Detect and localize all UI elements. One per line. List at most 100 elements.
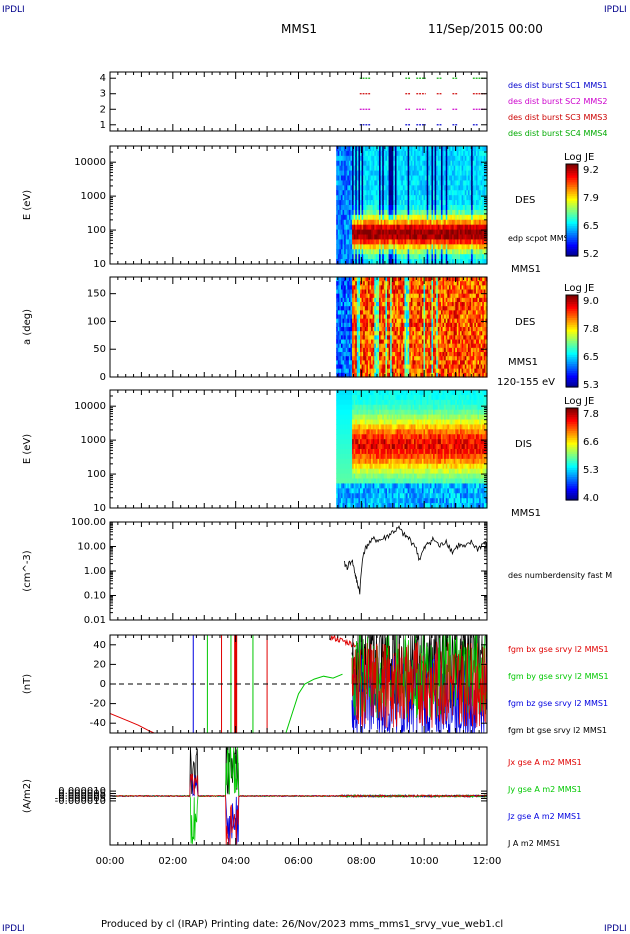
spectrogram-cell bbox=[410, 297, 413, 303]
spectrogram-cell bbox=[410, 185, 413, 191]
spectrogram-cell bbox=[348, 314, 352, 320]
spectrogram-cell bbox=[412, 200, 415, 206]
spectrogram-cell bbox=[463, 364, 466, 370]
spectrogram-cell bbox=[444, 293, 447, 299]
spectrogram-cell bbox=[394, 170, 398, 177]
spectrogram-cell bbox=[336, 302, 339, 307]
spectrogram-cell bbox=[337, 352, 340, 357]
spectrogram-cell bbox=[366, 310, 369, 316]
spectrogram-cell bbox=[417, 195, 420, 201]
spectrogram-cell bbox=[407, 297, 410, 303]
spectrogram-cell bbox=[409, 170, 412, 177]
spectrogram-cell bbox=[433, 302, 436, 307]
spectrogram-cell bbox=[407, 190, 410, 196]
spectrogram-cell bbox=[420, 229, 423, 236]
spectrogram-cell bbox=[429, 239, 433, 245]
spectrogram-cell bbox=[480, 289, 483, 295]
spectrogram-cell bbox=[447, 297, 450, 303]
spectrogram-cell bbox=[377, 360, 380, 366]
spectrogram-cell bbox=[347, 150, 350, 157]
spectrogram-cell bbox=[412, 302, 415, 307]
spectrogram-cell bbox=[398, 224, 401, 231]
spectrogram-cell bbox=[367, 219, 371, 226]
spectrogram-cell bbox=[423, 343, 426, 349]
spectrogram-cell bbox=[348, 335, 352, 341]
spectrogram-cell bbox=[401, 195, 404, 201]
spectrogram-cell bbox=[460, 327, 463, 332]
spectrogram-cell bbox=[437, 205, 440, 211]
spectrogram-cell bbox=[379, 318, 382, 324]
spectrogram-cell bbox=[447, 185, 450, 191]
spectrogram-cell bbox=[344, 180, 347, 186]
spectrogram-cell bbox=[482, 254, 485, 260]
spectrogram-cell bbox=[355, 310, 358, 316]
spectrogram-cell bbox=[448, 293, 452, 299]
spectrogram-cell bbox=[360, 150, 363, 157]
spectrogram-cell bbox=[413, 205, 417, 211]
spectrogram-cell bbox=[355, 314, 358, 320]
spectrogram-cell bbox=[480, 229, 483, 236]
spectrogram-cell bbox=[379, 209, 382, 216]
spectrogram-cell bbox=[344, 244, 347, 250]
spectrogram-cell bbox=[418, 335, 421, 341]
spectrogram-cell bbox=[420, 249, 423, 255]
spectrogram-cell bbox=[450, 229, 453, 236]
spectrogram-cell bbox=[375, 214, 379, 221]
spectrogram-cell bbox=[425, 234, 428, 241]
spectrogram-cell bbox=[471, 219, 474, 226]
spectrogram-cell bbox=[348, 239, 352, 245]
spectrogram-cell bbox=[342, 347, 345, 353]
spectrogram-cell bbox=[410, 195, 413, 201]
spectrogram-cell bbox=[445, 339, 448, 345]
spectrogram-cell bbox=[409, 254, 412, 260]
spectrogram-cell bbox=[356, 170, 360, 177]
spectrogram-cell bbox=[425, 306, 428, 311]
spectrogram-cell bbox=[398, 277, 401, 282]
spectrogram-cell bbox=[372, 219, 375, 226]
spectrogram-cell bbox=[458, 297, 461, 303]
spectrogram-cell bbox=[463, 244, 466, 250]
spectrogram-cell bbox=[364, 165, 367, 172]
spectrogram-cell bbox=[340, 293, 344, 299]
spectrogram-cell bbox=[456, 175, 460, 182]
spectrogram-cell bbox=[402, 285, 406, 291]
spectrogram-cell bbox=[426, 175, 429, 182]
spectrogram-cell bbox=[339, 335, 342, 341]
spectrogram-cell bbox=[413, 160, 417, 167]
spectrogram-cell bbox=[429, 356, 433, 361]
spectrogram-cell bbox=[342, 185, 345, 191]
spectrogram-cell bbox=[429, 281, 433, 286]
spectrogram-cell bbox=[480, 297, 483, 303]
spectrogram-cell bbox=[475, 368, 479, 374]
spectrogram-cell bbox=[383, 205, 387, 211]
spectrogram-cell bbox=[413, 244, 417, 250]
spectrogram-cell bbox=[444, 150, 447, 157]
spectrogram-cell bbox=[460, 259, 463, 265]
spectrogram-cell bbox=[472, 318, 475, 324]
spectrogram-cell bbox=[445, 281, 448, 286]
spectrogram-cell bbox=[374, 150, 377, 157]
spectrogram-cell bbox=[380, 180, 383, 186]
spectrogram-cell bbox=[369, 318, 372, 324]
spectrogram-cell bbox=[437, 170, 440, 177]
spectrogram-cell bbox=[417, 219, 420, 226]
spectrogram-cell bbox=[358, 306, 361, 311]
spectrogram-cell bbox=[417, 165, 420, 172]
spectrogram-cell bbox=[386, 285, 390, 291]
spectrogram-cell bbox=[417, 209, 420, 216]
spectrogram-cell bbox=[471, 195, 474, 201]
spectrogram-cell bbox=[418, 249, 421, 255]
spectrogram-cell bbox=[337, 318, 340, 324]
spectrogram-cell bbox=[480, 285, 483, 291]
spectrogram-cell bbox=[399, 165, 402, 172]
spectrogram-cell bbox=[391, 160, 394, 167]
spectrogram-cell bbox=[358, 339, 361, 345]
spectrogram-cell bbox=[355, 200, 358, 206]
spectrogram-cell bbox=[336, 160, 339, 167]
spectrogram-cell bbox=[409, 285, 412, 291]
spectrogram-cell bbox=[456, 285, 460, 291]
spectrogram-cell bbox=[337, 259, 340, 265]
spectrogram-cell bbox=[423, 335, 426, 341]
spectrogram-cell bbox=[374, 356, 377, 361]
spectrogram-cell bbox=[475, 214, 479, 221]
